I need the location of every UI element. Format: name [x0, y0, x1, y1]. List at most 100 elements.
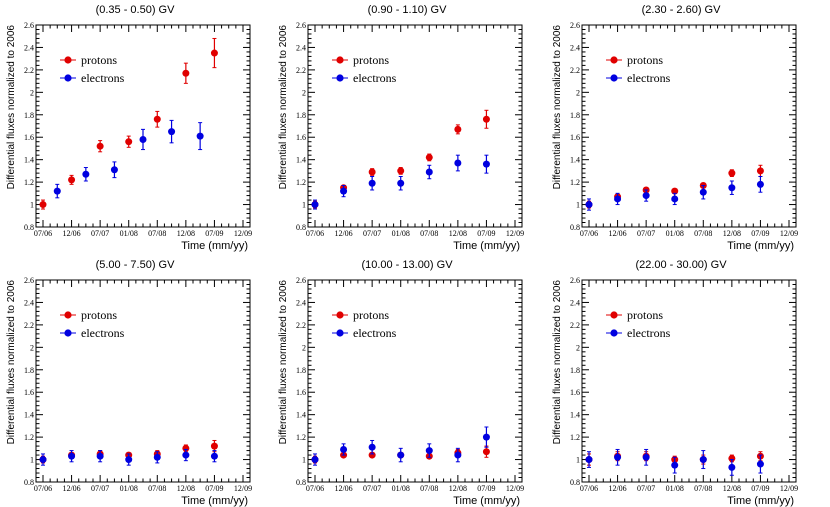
data-point-protons: [728, 454, 736, 462]
data-point-protons: [728, 169, 736, 177]
x-tick-label: 01/08: [120, 229, 138, 238]
data-point-electrons: [168, 128, 176, 136]
data-point-protons: [68, 176, 76, 184]
x-tick-label: 12/09: [234, 484, 252, 493]
data-point-electrons: [125, 456, 133, 464]
y-tick-label: 1: [302, 201, 306, 210]
x-tick-label: 07/07: [91, 229, 109, 238]
legend-marker-protons: [336, 311, 344, 319]
legend-marker-protons: [64, 56, 72, 64]
legend-label-protons: protons: [81, 53, 117, 67]
y-tick-label: 1.8: [570, 111, 580, 120]
data-point-protons: [182, 69, 190, 77]
y-tick-label: 2: [30, 88, 34, 97]
x-tick-label: 07/09: [205, 484, 223, 493]
legend-marker-protons: [64, 311, 72, 319]
x-tick-label: 12/08: [449, 229, 467, 238]
data-point-electrons: [454, 159, 462, 167]
x-axis-label: Time (mm/yy): [453, 495, 520, 507]
data-point-protons: [210, 442, 218, 450]
y-tick-label: 1.8: [296, 366, 306, 375]
x-axis-label: Time (mm/yy): [727, 240, 794, 252]
data-point-electrons: [397, 451, 405, 459]
x-tick-label: 07/06: [580, 484, 598, 493]
y-tick-label: 2.6: [296, 276, 306, 285]
data-point-electrons: [340, 445, 348, 453]
y-tick-label: 2.2: [296, 321, 306, 330]
legend-marker-electrons: [610, 74, 618, 82]
y-axis-label: Differential fluxes normalized to 2006: [552, 280, 563, 445]
y-tick-label: 1.8: [296, 111, 306, 120]
data-point-protons: [482, 115, 490, 123]
chart-panel-3: (2.30 - 2.60) GV 0.8 1 1.2 1.4 1.6 1.8 2 2.2 2.4 2…: [552, 4, 798, 252]
x-tick-label: 07/08: [148, 484, 166, 493]
y-tick-label: 2.4: [570, 43, 580, 52]
y-tick-label: 1.4: [570, 156, 580, 165]
y-tick-label: 1.4: [296, 156, 306, 165]
y-tick-label: 1.2: [24, 178, 34, 187]
legend-label-electrons: electrons: [353, 326, 397, 340]
data-point-electrons: [110, 166, 118, 174]
y-tick-label: 1.6: [24, 133, 34, 142]
x-tick-label: 12/06: [334, 484, 352, 493]
legend-label-electrons: electrons: [81, 326, 125, 340]
y-tick-label: 1: [576, 456, 580, 465]
y-tick-label: 2.4: [570, 298, 580, 307]
x-tick-label: 12/08: [177, 484, 195, 493]
x-axis-label: Time (mm/yy): [181, 240, 248, 252]
y-tick-label: 2: [30, 343, 34, 352]
data-point-electrons: [53, 187, 61, 195]
legend-marker-protons: [336, 56, 344, 64]
y-tick-label: 2.4: [296, 298, 306, 307]
y-tick-label: 1.6: [24, 388, 34, 397]
legend-label-protons: protons: [627, 308, 663, 322]
x-tick-label: 07/09: [205, 229, 223, 238]
y-tick-label: 0.8: [24, 478, 34, 487]
x-tick-label: 07/08: [420, 484, 438, 493]
legend-label-electrons: electrons: [81, 71, 125, 85]
x-tick-label: 07/09: [751, 229, 769, 238]
plot-frame: [35, 24, 251, 228]
data-point-electrons: [728, 463, 736, 471]
data-point-electrons: [585, 201, 593, 209]
x-tick-label: 01/08: [666, 229, 684, 238]
data-point-protons: [210, 49, 218, 57]
x-tick-label: 07/07: [637, 484, 655, 493]
y-tick-label: 1.8: [24, 366, 34, 375]
x-tick-label: 07/06: [580, 229, 598, 238]
legend-marker-electrons: [610, 329, 618, 337]
x-tick-label: 12/06: [62, 484, 80, 493]
y-tick-label: 1: [576, 201, 580, 210]
y-tick-label: 0.8: [296, 223, 306, 232]
data-point-electrons: [671, 195, 679, 203]
data-point-electrons: [756, 460, 764, 468]
y-axis-label: Differential fluxes normalized to 2006: [278, 280, 289, 445]
x-tick-label: 01/08: [392, 484, 410, 493]
data-point-protons: [454, 125, 462, 133]
data-point-electrons: [699, 188, 707, 196]
x-tick-label: 12/09: [506, 484, 524, 493]
x-tick-label: 07/06: [34, 484, 52, 493]
legend-marker-protons: [610, 311, 618, 319]
x-tick-label: 12/06: [608, 484, 626, 493]
data-point-protons: [368, 451, 376, 459]
x-tick-label: 07/08: [694, 484, 712, 493]
x-tick-label: 01/08: [666, 484, 684, 493]
legend-marker-electrons: [336, 329, 344, 337]
data-point-electrons: [82, 170, 90, 178]
data-point-electrons: [311, 201, 319, 209]
chart-title: (0.35 - 0.50) GV: [96, 4, 176, 16]
legend-label-electrons: electrons: [353, 71, 397, 85]
y-tick-label: 2: [576, 343, 580, 352]
y-tick-label: 1.4: [570, 411, 580, 420]
data-point-protons: [96, 142, 104, 150]
y-tick-label: 2.2: [24, 321, 34, 330]
x-axis-label: Time (mm/yy): [453, 240, 520, 252]
chart-title: (0.90 - 1.10) GV: [368, 4, 448, 16]
data-point-electrons: [614, 195, 622, 203]
y-tick-label: 1.4: [296, 411, 306, 420]
data-point-protons: [153, 115, 161, 123]
data-point-electrons: [368, 179, 376, 187]
x-tick-label: 01/08: [392, 229, 410, 238]
data-point-electrons: [368, 443, 376, 451]
